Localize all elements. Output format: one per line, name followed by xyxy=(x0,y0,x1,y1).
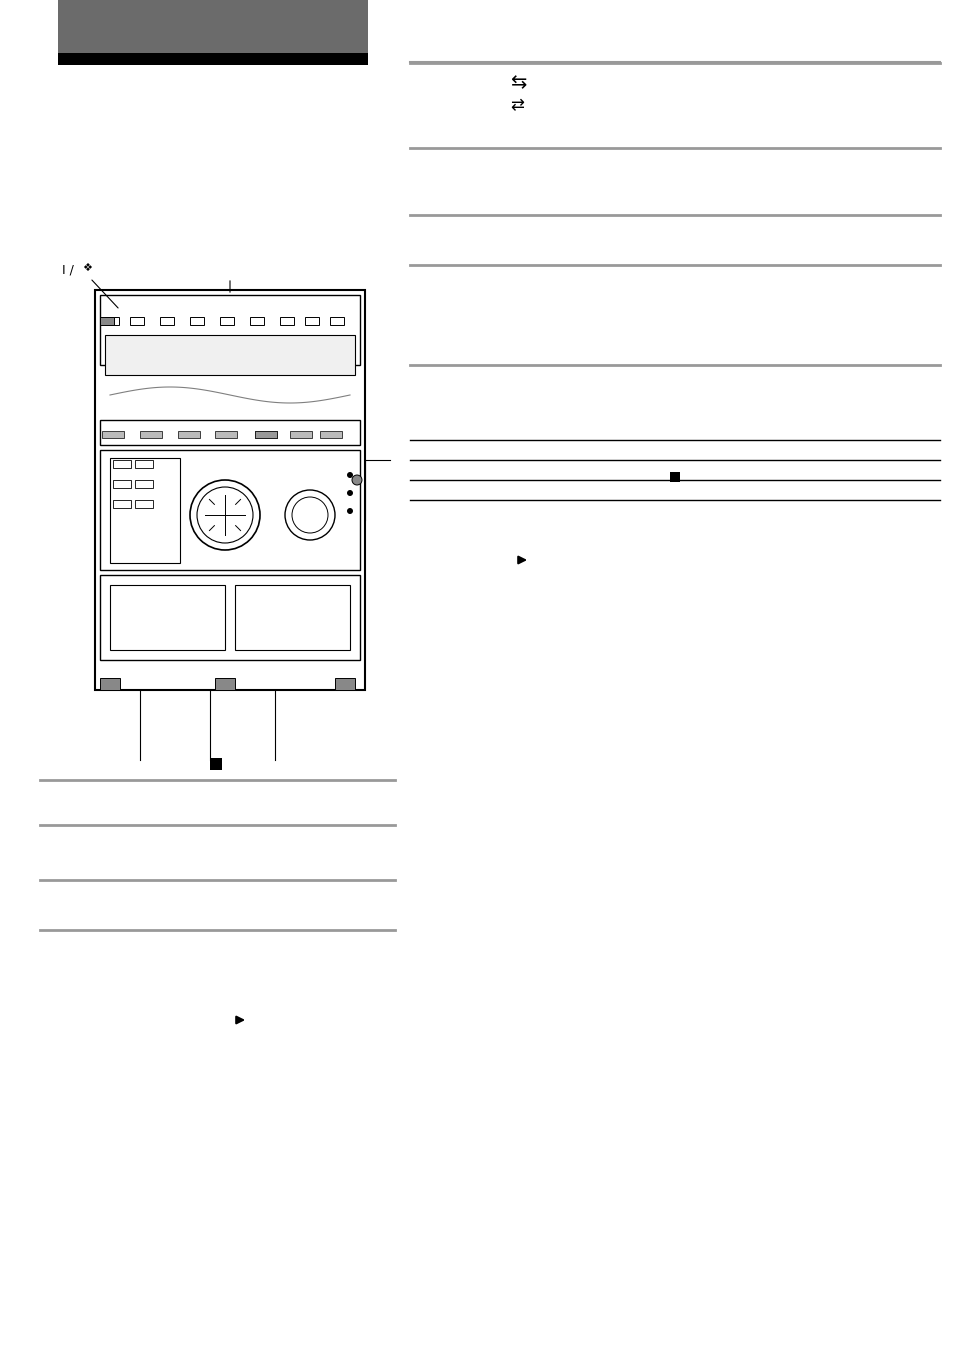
Bar xyxy=(669,472,679,483)
Bar xyxy=(135,480,152,488)
Circle shape xyxy=(347,472,353,479)
Bar xyxy=(100,316,113,324)
Bar xyxy=(234,585,350,650)
Bar xyxy=(214,677,234,690)
Bar xyxy=(250,316,264,324)
Bar xyxy=(319,431,341,438)
Bar xyxy=(110,458,180,562)
Bar xyxy=(135,500,152,508)
Bar xyxy=(254,431,276,438)
Circle shape xyxy=(352,475,361,485)
Bar xyxy=(220,316,233,324)
Bar xyxy=(58,53,368,65)
Bar xyxy=(140,431,162,438)
Bar xyxy=(100,575,359,660)
Bar xyxy=(130,316,144,324)
Bar xyxy=(102,431,124,438)
Text: I /: I / xyxy=(62,264,78,277)
Bar xyxy=(178,431,200,438)
Text: ⇄: ⇄ xyxy=(510,96,523,114)
Bar xyxy=(100,295,359,365)
Bar xyxy=(305,316,318,324)
Bar xyxy=(190,316,204,324)
Bar xyxy=(210,758,222,771)
Bar xyxy=(135,460,152,468)
Bar xyxy=(105,335,355,375)
Bar xyxy=(160,316,173,324)
Circle shape xyxy=(347,489,353,496)
Bar xyxy=(105,316,119,324)
Text: ❖: ❖ xyxy=(82,264,91,273)
Bar xyxy=(58,0,368,55)
Bar xyxy=(110,585,225,650)
Bar xyxy=(112,500,131,508)
Bar xyxy=(100,677,120,690)
Circle shape xyxy=(347,508,353,514)
Bar xyxy=(214,431,236,438)
Bar xyxy=(112,460,131,468)
Bar xyxy=(335,677,355,690)
Bar xyxy=(254,431,276,438)
Text: ⇆: ⇆ xyxy=(510,73,526,92)
Bar xyxy=(100,450,359,571)
Bar xyxy=(290,431,312,438)
Bar xyxy=(280,316,294,324)
Bar xyxy=(100,420,359,445)
Bar xyxy=(330,316,344,324)
Bar xyxy=(112,480,131,488)
Bar xyxy=(95,289,365,690)
